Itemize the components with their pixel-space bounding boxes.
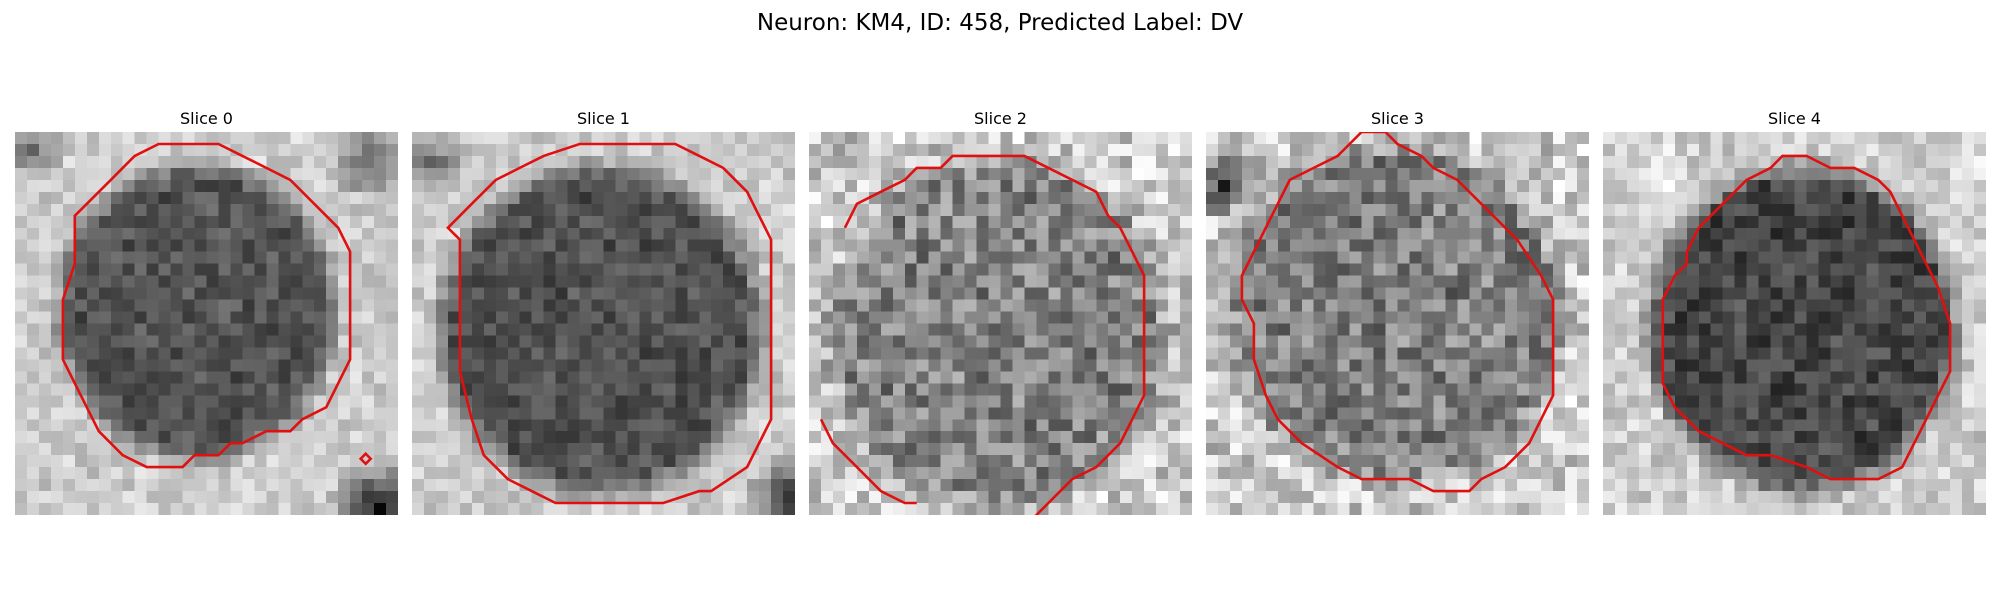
slice-panel-0: Slice 0	[15, 106, 398, 515]
figure-title: Neuron: KM4, ID: 458, Predicted Label: D…	[756, 10, 1244, 36]
slice-panel-4: Slice 4	[1603, 106, 1986, 515]
contour-outline-4	[1661, 154, 1952, 481]
contour-outline-0	[61, 142, 352, 469]
slice-canvas-4	[1603, 132, 1986, 515]
slice-panel-3: Slice 3	[1206, 106, 1589, 515]
slice-image-1	[412, 132, 795, 515]
contour-fragment-0	[358, 451, 373, 466]
contour-fragment-2	[819, 418, 917, 505]
slice-canvas-3	[1206, 132, 1589, 515]
contour-outline-2	[843, 154, 1146, 515]
slice-image-4	[1603, 132, 1986, 515]
contour-outline-3	[1240, 132, 1555, 493]
slice-canvas-0	[15, 132, 398, 515]
slice-title-4: Slice 4	[1768, 109, 1821, 128]
slice-title-1: Slice 1	[577, 109, 630, 128]
slice-title-0: Slice 0	[180, 109, 233, 128]
slice-image-2	[809, 132, 1192, 515]
slice-panel-1: Slice 1	[412, 106, 795, 515]
slice-title-3: Slice 3	[1371, 109, 1424, 128]
slice-image-0	[15, 132, 398, 515]
slice-canvas-2	[809, 132, 1192, 515]
slice-image-3	[1206, 132, 1589, 515]
slice-canvas-1	[412, 132, 795, 515]
slice-panel-2: Slice 2	[809, 106, 1192, 515]
slice-title-2: Slice 2	[974, 109, 1027, 128]
contour-outline-1	[446, 142, 773, 505]
